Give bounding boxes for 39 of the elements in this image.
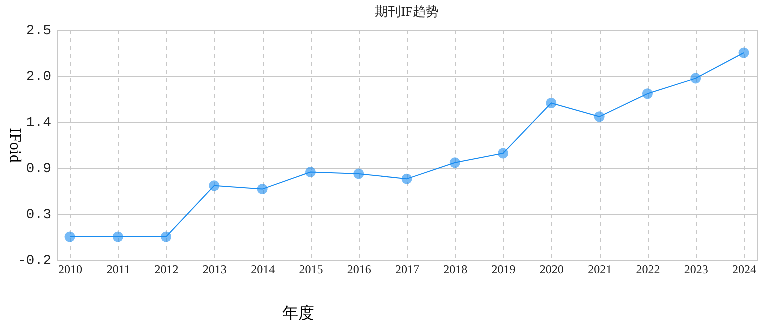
x-tick-label: 2021 bbox=[588, 262, 612, 276]
x-tick-label: 2015 bbox=[299, 262, 324, 276]
point bbox=[690, 73, 702, 84]
point bbox=[305, 167, 316, 178]
point bbox=[112, 232, 124, 242]
point bbox=[64, 232, 76, 242]
point bbox=[594, 112, 605, 122]
x-tick-label: 2012 bbox=[154, 262, 179, 276]
point bbox=[209, 180, 220, 192]
x-tick-label: 2013 bbox=[202, 262, 227, 276]
x-tick-label: 2023 bbox=[684, 262, 708, 276]
x-tick-label: 2016 bbox=[347, 262, 372, 276]
y-tick-label: 0.9 bbox=[26, 162, 52, 178]
x-tick-label: 2019 bbox=[492, 262, 516, 276]
point bbox=[257, 184, 268, 195]
point bbox=[738, 48, 750, 58]
x-tick-label: 2010 bbox=[58, 262, 82, 276]
x-tick-label: 2018 bbox=[444, 262, 468, 276]
x-tick-label: 2022 bbox=[636, 262, 660, 276]
y-axis-title: IFoid bbox=[6, 128, 24, 163]
x-tick-label: 2014 bbox=[251, 262, 276, 276]
y-tick-label: 2.5 bbox=[26, 24, 52, 40]
y-tick-label: -0.2 bbox=[18, 254, 52, 270]
x-tick-label: 2017 bbox=[396, 262, 420, 276]
y-tick-label: 1.4 bbox=[26, 116, 52, 132]
point bbox=[642, 88, 653, 100]
point bbox=[161, 232, 172, 242]
point bbox=[546, 98, 557, 108]
x-tick-label: 2020 bbox=[540, 262, 564, 276]
x-tick-label: 2011 bbox=[106, 262, 130, 276]
point bbox=[498, 148, 509, 159]
y-tick-label: 0.3 bbox=[26, 208, 52, 224]
chart-title: 期刊IF趋势 bbox=[375, 4, 439, 19]
y-tick-label: 2.0 bbox=[26, 70, 52, 86]
point bbox=[402, 174, 412, 184]
point bbox=[450, 158, 460, 168]
x-axis-title: 年度 bbox=[282, 304, 314, 322]
x-tick-label: 2024 bbox=[732, 262, 756, 276]
point bbox=[354, 168, 364, 180]
